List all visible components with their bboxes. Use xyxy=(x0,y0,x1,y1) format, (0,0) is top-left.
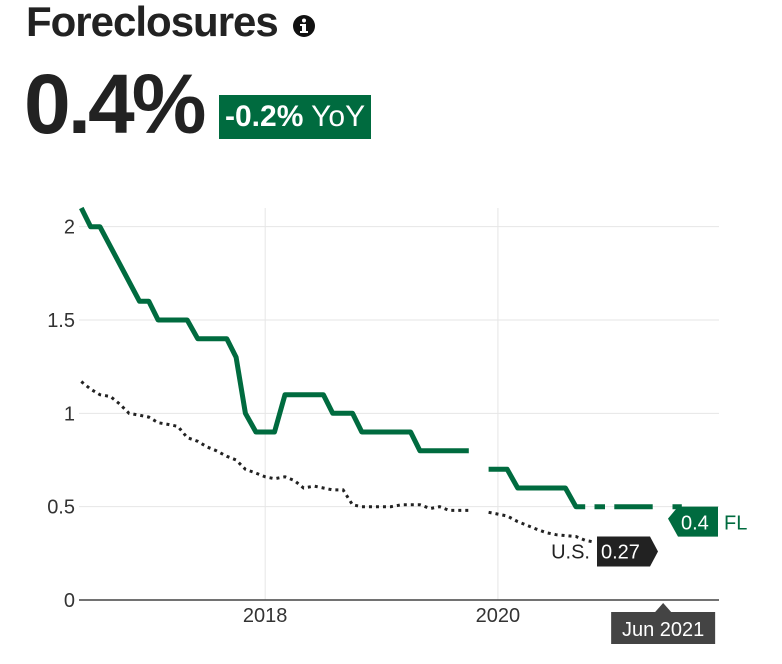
fl-end-label-flag xyxy=(668,506,718,537)
y-tick-label: 1 xyxy=(64,403,75,425)
us-end-label-flag xyxy=(597,536,658,567)
series-line-fl xyxy=(79,206,682,510)
fl-series-name: FL xyxy=(724,513,747,535)
fl-end-label-value: 0.4 xyxy=(681,513,709,535)
y-tick-label: 2 xyxy=(64,217,75,239)
info-circle-icon[interactable] xyxy=(293,15,315,37)
yoy-change: -0.2% xyxy=(225,100,304,133)
hover-date-label: Jun 2021 xyxy=(622,619,704,641)
series-line-u-s xyxy=(80,380,595,544)
y-tick-label: 0 xyxy=(64,590,75,612)
yoy-badge: -0.2% YoY xyxy=(219,95,372,139)
y-axis: 0 0.5 1 1.5 2 xyxy=(47,217,75,612)
end-labels: 0.4 FL 0.27 U.S. Jun 2021 xyxy=(551,506,747,644)
series-layer xyxy=(79,206,682,544)
y-tick-label: 1.5 xyxy=(47,310,75,332)
x-tick-label: 2018 xyxy=(243,605,288,627)
page-title: Foreclosures xyxy=(26,0,279,45)
hover-date-box xyxy=(611,612,716,644)
yoy-suffix: YoY xyxy=(303,100,366,133)
y-tick-label: 0.5 xyxy=(47,497,75,519)
us-series-name: U.S. xyxy=(551,541,590,563)
x-axis: 2018 2020 xyxy=(243,605,520,627)
us-end-label-value: 0.27 xyxy=(601,541,640,563)
hover-pointer xyxy=(655,603,672,612)
headline-value: 0.4% xyxy=(24,57,206,151)
x-tick-label: 2020 xyxy=(476,605,521,627)
